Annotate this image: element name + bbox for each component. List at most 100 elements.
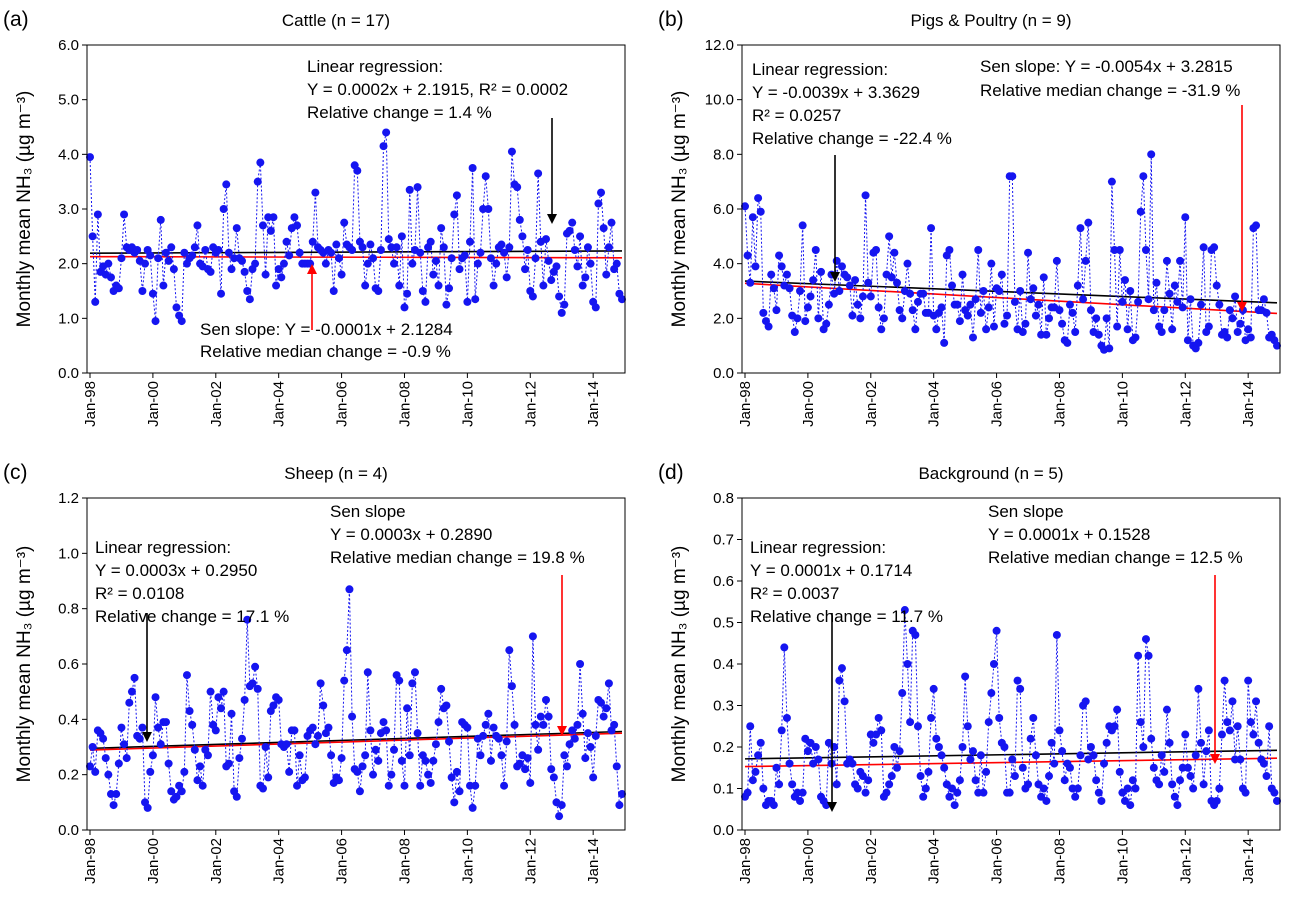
data-point <box>442 300 451 309</box>
data-point <box>311 740 320 749</box>
data-point <box>484 709 493 718</box>
data-point <box>555 292 564 301</box>
data-line <box>89 132 623 322</box>
plot-frame <box>741 497 1281 831</box>
data-point <box>342 646 351 655</box>
data-point <box>120 740 129 749</box>
data-point <box>953 788 962 797</box>
data-point <box>853 300 862 309</box>
data-point <box>748 776 757 785</box>
data-point <box>856 314 865 323</box>
data-point <box>756 738 765 747</box>
data-point <box>1231 292 1240 301</box>
x-tick-label: Jan-02 <box>863 838 880 884</box>
data-point <box>1008 755 1017 764</box>
data-point <box>895 306 904 315</box>
data-point <box>471 781 480 790</box>
annotation: R² = 0.0257 <box>752 106 841 125</box>
data-point <box>1168 780 1177 789</box>
data-point <box>392 243 401 252</box>
data-point <box>1244 325 1253 334</box>
y-tick-label: 0.4 <box>58 711 79 728</box>
x-tick-label: Jan-98 <box>82 381 99 427</box>
y-tick-label: 6.0 <box>713 201 734 218</box>
data-point <box>1176 776 1185 785</box>
data-point <box>256 158 265 167</box>
data-point <box>845 281 854 290</box>
data-point <box>1060 776 1069 785</box>
data-point <box>518 232 527 241</box>
data-point <box>984 303 993 312</box>
data-point <box>785 759 794 768</box>
x-tick-label: Jan-08 <box>1051 838 1068 884</box>
data-point <box>751 262 760 271</box>
data-point <box>1160 306 1169 315</box>
data-point <box>1045 772 1053 781</box>
data-point <box>1092 314 1101 323</box>
data-point <box>560 751 569 760</box>
y-tick-label: 0.1 <box>713 781 734 798</box>
data-point <box>151 317 160 326</box>
data-point <box>769 801 778 810</box>
data-point <box>245 295 254 304</box>
data-point <box>1183 336 1192 345</box>
data-point <box>1013 676 1022 685</box>
trend-line <box>89 732 623 751</box>
trend-line <box>89 250 623 254</box>
annotation: Y = 0.0003x + 0.2890 <box>330 525 492 544</box>
data-point <box>1186 772 1195 781</box>
data-point <box>835 676 844 685</box>
data-point <box>146 251 155 260</box>
data-point <box>371 745 380 754</box>
data-point <box>1186 295 1195 304</box>
data-point <box>363 259 372 268</box>
data-point <box>1131 784 1140 793</box>
data-point <box>437 684 446 693</box>
data-point <box>814 755 823 764</box>
data-point <box>439 243 448 252</box>
data-point <box>261 743 270 751</box>
data-point <box>324 723 333 732</box>
data-point <box>172 303 181 312</box>
data-point <box>445 737 454 746</box>
data-point <box>953 300 962 309</box>
data-point <box>811 246 820 254</box>
plot-frame <box>86 497 626 831</box>
data-point <box>369 254 378 263</box>
data-point <box>122 754 131 763</box>
data-point <box>843 273 852 282</box>
data-point <box>1212 796 1221 805</box>
data-point <box>1029 284 1038 293</box>
data-point <box>864 776 873 785</box>
x-tick-label: Jan-04 <box>271 381 288 427</box>
data-point <box>447 254 456 263</box>
data-point <box>1139 743 1148 751</box>
y-tick-label: 1.2 <box>58 490 79 507</box>
data-point <box>167 787 176 796</box>
data-point <box>1086 306 1095 315</box>
data-point <box>576 232 585 241</box>
data-point <box>1000 319 1009 328</box>
data-point <box>515 759 524 768</box>
data-point <box>162 718 170 727</box>
data-point <box>397 756 406 765</box>
data-point <box>570 734 579 743</box>
data-point <box>987 689 996 698</box>
data-point <box>327 751 336 760</box>
data-point <box>1031 751 1040 760</box>
data-point <box>130 673 139 682</box>
data-point <box>1018 763 1027 772</box>
annotation: Y = -0.0039x + 3.3629 <box>752 83 920 102</box>
data-point <box>476 751 485 760</box>
y-tick-label: 4.0 <box>713 256 734 273</box>
data-point <box>549 773 558 782</box>
data-point <box>293 221 302 230</box>
data-point <box>534 169 543 178</box>
data-point <box>172 792 181 801</box>
data-point <box>486 756 495 765</box>
data-point <box>861 788 870 797</box>
data-point <box>536 712 545 721</box>
y-axis-label: Monthly mean NH₃ (µg m⁻³) <box>669 91 690 328</box>
data-point <box>133 246 142 254</box>
y-tick-label: 0.0 <box>713 365 734 382</box>
